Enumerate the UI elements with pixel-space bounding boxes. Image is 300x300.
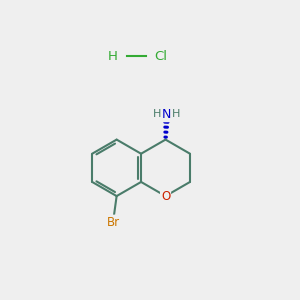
Text: H: H [153,109,162,119]
Text: N: N [162,108,171,121]
Text: Br: Br [106,215,120,229]
Text: H: H [172,109,180,119]
Text: H: H [108,50,118,63]
Text: O: O [161,190,170,202]
Text: Cl: Cl [154,50,167,63]
